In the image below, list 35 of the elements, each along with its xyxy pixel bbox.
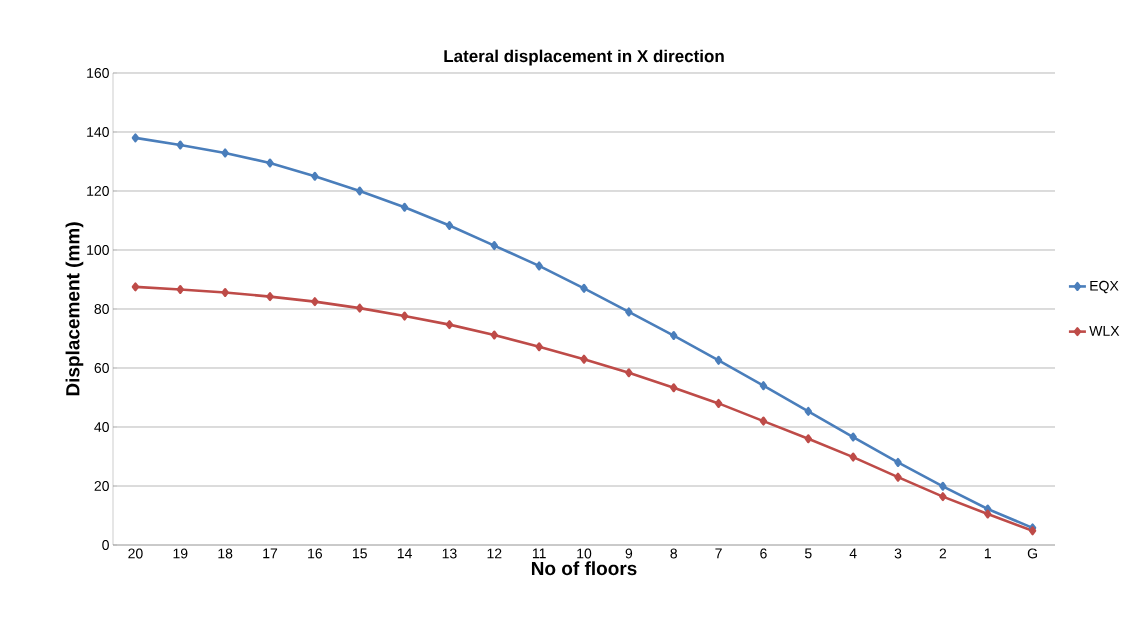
y-tick-label: 40 <box>94 422 109 432</box>
x-tick-label: 18 <box>218 548 233 559</box>
x-tick-label: 3 <box>894 548 902 559</box>
y-tick-label: 120 <box>87 186 109 196</box>
x-tick-label: 9 <box>625 548 633 559</box>
y-tick-label: 20 <box>94 481 109 491</box>
y-tick-label: 100 <box>87 245 109 255</box>
y-axis-title: Displacement (mm) <box>65 222 84 396</box>
x-tick-label: 4 <box>849 548 857 559</box>
x-tick-label: 13 <box>442 548 457 559</box>
legend-label: EQX <box>1090 280 1119 294</box>
legend-label: WLX <box>1089 326 1120 336</box>
x-axis-title: No of floors <box>531 561 637 576</box>
x-tick-label: 20 <box>128 548 143 559</box>
x-tick-label: 10 <box>577 548 592 559</box>
y-tick-label: 60 <box>94 363 109 373</box>
x-tick-label: G <box>1027 548 1037 559</box>
x-tick-label: 11 <box>532 548 546 559</box>
x-tick-label: 12 <box>487 548 502 559</box>
y-tick-label: 0 <box>102 540 109 550</box>
y-tick-label: 80 <box>94 304 109 314</box>
x-tick-label: 5 <box>804 548 812 559</box>
x-tick-label: 14 <box>397 548 412 559</box>
x-tick-label: 17 <box>263 548 278 559</box>
x-tick-label: 15 <box>352 548 367 559</box>
chart-title: Lateral displacement in X direction <box>444 49 724 66</box>
x-tick-label: 6 <box>760 548 767 559</box>
x-tick-label: 16 <box>308 548 323 559</box>
x-tick-label: 8 <box>670 548 677 559</box>
x-tick-label: 19 <box>173 548 188 559</box>
x-tick-label: 2 <box>939 548 947 559</box>
y-tick-label: 140 <box>87 127 109 137</box>
x-tick-label: 7 <box>715 548 722 559</box>
y-tick-label: 160 <box>87 68 109 78</box>
x-tick-label: 1 <box>984 548 991 559</box>
